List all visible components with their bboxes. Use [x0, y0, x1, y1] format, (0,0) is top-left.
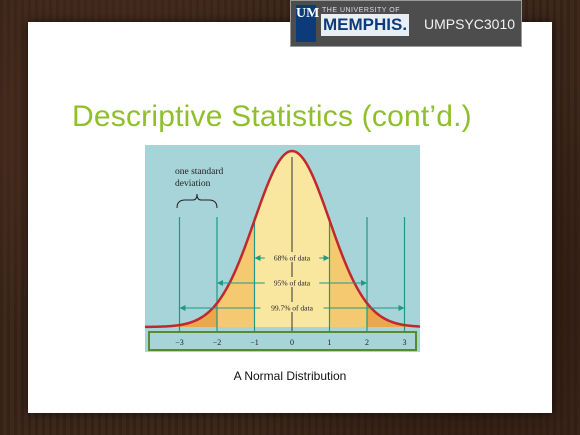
axis-tick-label: 3 — [403, 338, 407, 347]
arrow-left-icon — [217, 280, 223, 286]
figure-caption: A Normal Distribution — [233, 369, 347, 383]
course-code: UMPSYC3010 — [424, 16, 516, 32]
band-label: 95% of data — [274, 279, 311, 288]
axis-tick-label: −2 — [213, 338, 222, 347]
axis-tick-label: 1 — [328, 338, 332, 347]
arrow-right-icon — [398, 305, 405, 311]
annotation-line-2: deviation — [175, 179, 211, 189]
arrow-right-icon — [323, 255, 330, 261]
band-label: 68% of data — [274, 254, 311, 263]
arrow-left-icon — [179, 305, 186, 311]
brace-icon — [176, 193, 218, 209]
normal-distribution-figure: 68% of data 95% of data 99.7% of data −3 −2… — [141, 145, 443, 352]
band-label-bg — [264, 277, 320, 287]
university-logo-subtitle: THE UNIVERSITY OF — [322, 7, 400, 14]
axis-tick-label: 0 — [290, 338, 294, 347]
axis-tick-label: 2 — [365, 338, 369, 347]
axis-box — [148, 331, 417, 351]
axis-tick-label: −1 — [250, 338, 259, 347]
arrow-right-icon — [361, 280, 367, 286]
university-logo-mark: UM — [296, 5, 319, 42]
band-label-bg — [264, 252, 320, 262]
university-logo-name: MEMPHIS. — [321, 14, 410, 36]
slide-title: Descriptive Statistics (cont’d.) — [72, 100, 472, 133]
band-label-bg — [260, 302, 324, 312]
annotation-line-1: one standard — [175, 167, 224, 177]
normal-distribution-graphic: 68% of data 95% of data 99.7% of data −3 −2… — [141, 149, 443, 351]
band-label: 99.7% of data — [271, 304, 314, 313]
normal-curve — [141, 149, 443, 329]
axis-tick-label: −3 — [175, 338, 184, 347]
arrow-left-icon — [254, 255, 261, 261]
